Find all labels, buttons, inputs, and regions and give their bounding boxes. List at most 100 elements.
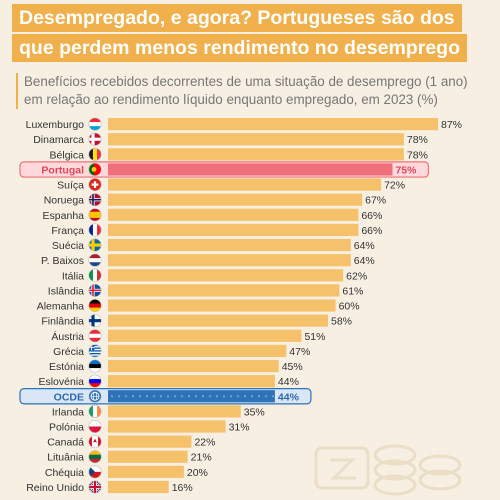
category-label: Grécia: [53, 346, 84, 358]
category-label: OCDE: [54, 391, 84, 403]
category-label: Bélgica: [50, 149, 85, 161]
ireland-flag-icon: [88, 404, 102, 418]
bar-litu-nia: [108, 450, 188, 463]
category-label: Áustria: [51, 330, 84, 343]
bar-it-lia: [108, 269, 344, 282]
bar-alemanha: [108, 299, 336, 312]
category-label: Suécia: [52, 240, 84, 252]
value-label: 21%: [191, 452, 212, 464]
bar-reino-unido: [108, 480, 169, 494]
greece-flag-icon: [88, 344, 102, 358]
value-label: 87%: [441, 119, 462, 131]
bar-dinamarca: [108, 133, 404, 146]
bar-finl-ndia: [108, 314, 328, 327]
category-label: Lituânia: [47, 452, 84, 464]
value-label: 72%: [384, 180, 405, 192]
bar-gr-cia: [108, 344, 287, 357]
bar-eslov-nia: [108, 375, 275, 388]
czechia-flag-icon: [88, 465, 102, 479]
finland-flag-icon: [88, 314, 102, 328]
chart-subtitle-line-1: Benefícios recebidos decorrentes de uma …: [24, 74, 468, 89]
value-label: 58%: [331, 316, 352, 328]
category-label: Eslovénia: [38, 376, 84, 388]
value-label: 35%: [244, 406, 265, 418]
bar-b-lgica: [108, 148, 404, 161]
norway-flag-icon: [88, 193, 102, 207]
category-label: Irlanda: [52, 406, 84, 418]
value-label: 47%: [289, 346, 310, 358]
category-label: Alemanha: [37, 301, 84, 313]
value-label: 20%: [187, 467, 208, 479]
chart-title-line-2: que perdem menos rendimento no desempreg…: [12, 34, 467, 62]
bar-ocde: [108, 390, 275, 403]
subtitle-block: Benefícios recebidos decorrentes de uma …: [16, 73, 468, 109]
bar-su-cia: [108, 238, 351, 252]
uk-flag-icon: [88, 480, 102, 494]
germany-flag-icon: [88, 299, 102, 313]
bar-pol-nia: [108, 420, 226, 433]
bar-irlanda: [108, 405, 241, 418]
estonia-flag-icon: [88, 359, 102, 373]
bar-fran-a: [108, 223, 359, 237]
poland-flag-icon: [88, 419, 102, 433]
category-label: Polónia: [49, 422, 84, 434]
value-label: 61%: [342, 285, 363, 297]
category-label: França: [51, 225, 84, 237]
title-block: Desempregado, e agora? Portugueses são d…: [12, 4, 467, 64]
austria-flag-icon: [88, 329, 102, 343]
lithuania-flag-icon: [88, 450, 102, 464]
belgium-flag-icon: [88, 147, 102, 161]
bar-p-baixos: [108, 254, 351, 267]
bar-est-nia: [108, 359, 279, 373]
bar-canad-: [108, 435, 192, 448]
denmark-flag-icon: [88, 132, 102, 146]
value-label: 31%: [229, 422, 250, 434]
category-label: Canadá: [47, 437, 84, 449]
value-label: 67%: [365, 195, 386, 207]
value-label: 44%: [278, 391, 300, 403]
value-label: 51%: [304, 331, 325, 343]
france-flag-icon: [88, 223, 102, 237]
category-label: Dinamarca: [33, 134, 84, 146]
bar-portugal: [108, 163, 393, 176]
category-label: Luxemburgo: [26, 119, 85, 131]
italy-flag-icon: [88, 268, 102, 282]
bar-ch-quia: [108, 465, 184, 478]
chart-subtitle-line-2: em relação ao rendimento líquido enquant…: [24, 92, 438, 107]
chart-title-line-1: Desempregado, e agora? Portugueses são d…: [12, 4, 462, 32]
category-label: Noruega: [44, 195, 84, 207]
netherlands-flag-icon: [88, 253, 102, 267]
value-label: 66%: [361, 210, 382, 222]
value-label: 78%: [407, 134, 428, 146]
value-label: 62%: [346, 270, 367, 282]
canada-flag-icon: [88, 435, 102, 449]
sweden-flag-icon: [88, 238, 102, 252]
switzerland-flag-icon: [88, 178, 102, 192]
bar-espanha: [108, 208, 359, 221]
category-label: P. Baixos: [41, 255, 84, 267]
category-label: Reino Unido: [26, 482, 84, 494]
value-label: 66%: [361, 225, 382, 237]
slovenia-flag-icon: [88, 374, 102, 388]
portugal-flag-icon: [88, 162, 102, 176]
value-label: 64%: [354, 255, 375, 267]
bar-su-a: [108, 178, 382, 191]
value-label: 78%: [407, 149, 428, 161]
category-label: Suíça: [57, 180, 84, 192]
category-label: Chéquia: [45, 467, 84, 479]
category-label: Estónia: [49, 361, 84, 373]
value-label: 64%: [354, 240, 375, 252]
oecd-logo-icon: [88, 389, 102, 403]
value-label: 22%: [194, 437, 215, 449]
value-label: 60%: [339, 301, 360, 313]
category-label: Espanha: [43, 210, 85, 222]
spain-flag-icon: [88, 208, 102, 222]
category-label: Portugal: [41, 164, 84, 176]
bar--ustria: [108, 329, 302, 342]
value-label: 45%: [282, 361, 303, 373]
bar-isl-ndia: [108, 284, 340, 297]
bar-luxemburgo: [108, 118, 438, 131]
value-label: 75%: [395, 164, 417, 176]
